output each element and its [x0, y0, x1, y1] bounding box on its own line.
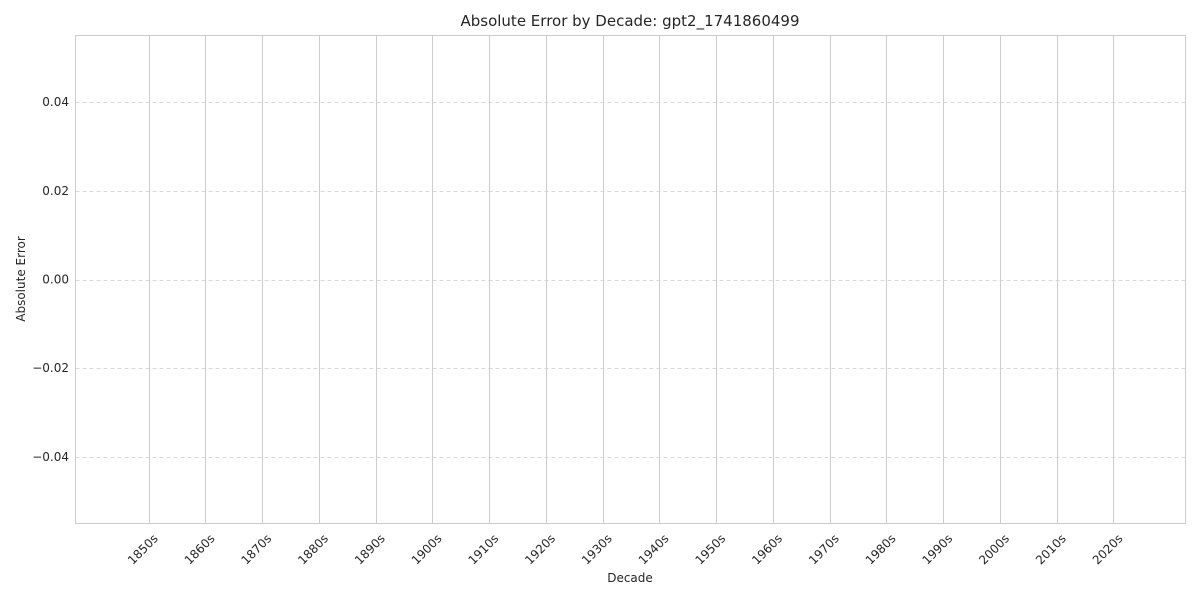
y-tick-label: −0.02	[32, 361, 69, 375]
y-axis-label: Absolute Error	[14, 236, 28, 322]
y-tick-label: −0.04	[32, 450, 69, 464]
y-tick-label: 0.04	[42, 95, 69, 109]
x-axis-label: Decade	[607, 571, 653, 585]
y-tick-label: 0.02	[42, 184, 69, 198]
y-axis-ticks: −0.04 −0.02 0.00 0.02 0.04	[32, 95, 69, 464]
chart-title: Absolute Error by Decade: gpt2_174186049…	[460, 12, 799, 31]
y-tick-label: 0.00	[42, 273, 69, 287]
grid	[75, 35, 1186, 524]
plot-frame	[75, 35, 1186, 524]
